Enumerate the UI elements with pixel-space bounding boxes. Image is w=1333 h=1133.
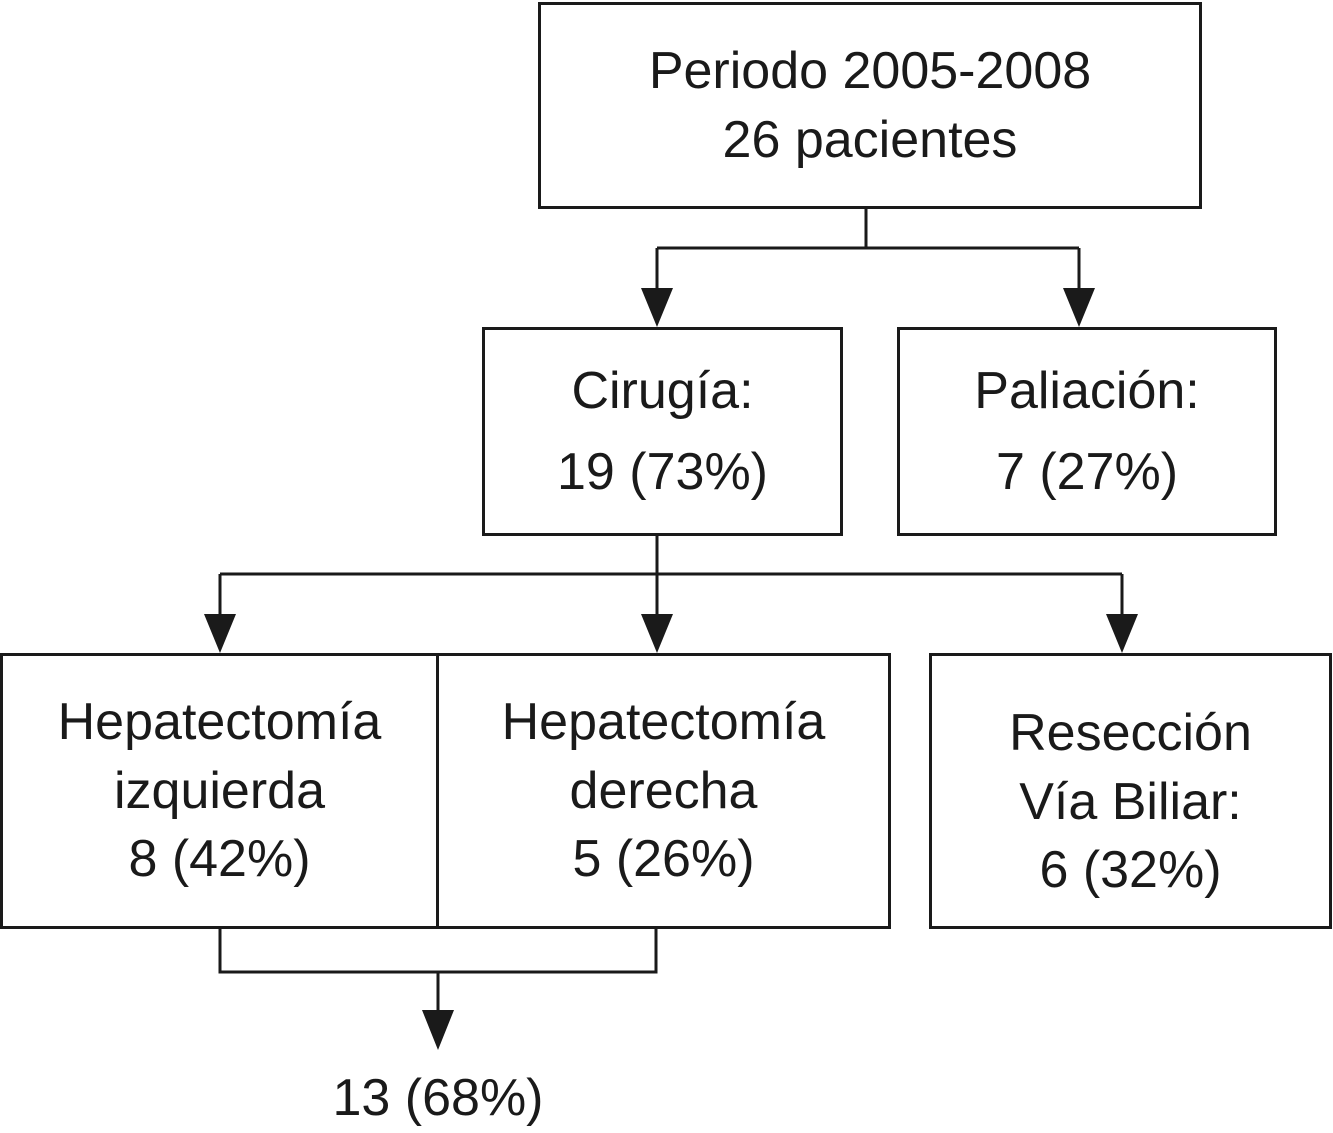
reseccion-site: Vía Biliar:: [1019, 772, 1242, 831]
hep-izq-count: 8 (42%): [128, 830, 311, 889]
hep-der-node: Hepatectomía derecha 5 (26%): [436, 653, 891, 929]
hep-izq-node: Hepatectomía izquierda 8 (42%): [0, 653, 439, 929]
arrow-to-hep-der: [641, 614, 673, 653]
root-node: Periodo 2005-2008 26 pacientes: [538, 2, 1202, 209]
paliacion-count: 7 (27%): [995, 442, 1179, 501]
paliacion-node: Paliación: 7 (27%): [897, 327, 1277, 536]
arrow-to-hep-izq: [204, 614, 236, 653]
cirugia-label: Cirugía:: [571, 361, 754, 420]
arrow-to-result: [422, 1010, 454, 1050]
paliacion-label: Paliación:: [974, 361, 1200, 420]
hep-izq-label: Hepatectomía: [57, 693, 382, 752]
hep-izq-side: izquierda: [113, 761, 326, 820]
hep-der-label: Hepatectomía: [501, 693, 826, 752]
reseccion-label: Resección: [1009, 704, 1252, 763]
arrow-to-cirugia: [641, 288, 673, 327]
root-count: 26 pacientes: [722, 110, 1018, 169]
cirugia-count: 19 (73%): [557, 442, 768, 501]
reseccion-count: 6 (32%): [1039, 841, 1222, 900]
reseccion-node: Resección Vía Biliar: 6 (32%): [929, 653, 1332, 929]
cirugia-node: Cirugía: 19 (73%): [482, 327, 843, 536]
hep-der-side: derecha: [569, 761, 758, 820]
root-title: Periodo 2005-2008: [648, 41, 1092, 100]
result-label: 13 (68%): [332, 1069, 544, 1127]
hep-der-count: 5 (26%): [572, 830, 755, 889]
arrow-to-reseccion: [1106, 614, 1138, 653]
arrow-to-paliacion: [1063, 288, 1095, 327]
hepatectomy-merge-bracket: [218, 928, 658, 974]
